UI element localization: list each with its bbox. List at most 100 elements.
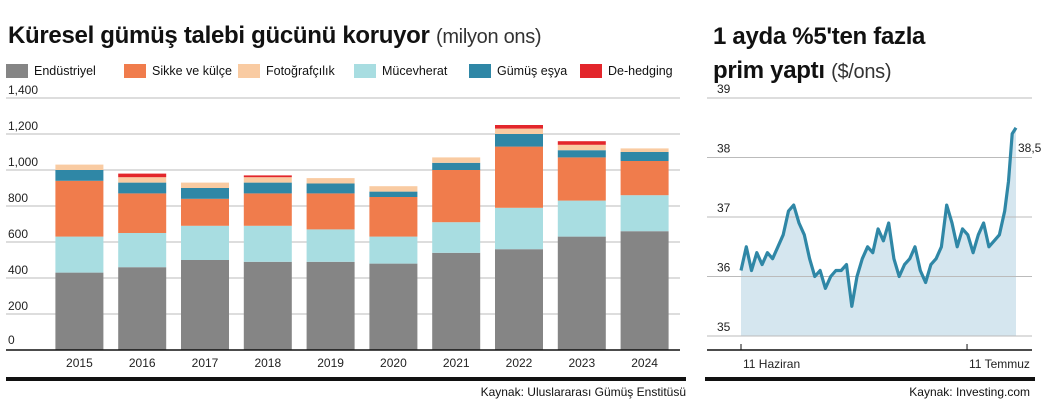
- bar-m-cevherat-2024: [620, 195, 669, 232]
- bar-m-cevherat-2021: [432, 222, 481, 253]
- bar-end-striyel-2015: [55, 272, 104, 350]
- x-tick-label: 2023: [568, 356, 595, 370]
- bar-g-m-e-ya-2022: [495, 134, 543, 147]
- x-tick-label: 2015: [66, 356, 93, 370]
- y-tick-label: 35: [717, 320, 731, 334]
- right-title-unit: ($/ons): [831, 61, 892, 83]
- bar-foto-raf-l-k-2023: [557, 144, 606, 151]
- x-tick-label: 11 Haziran: [743, 357, 800, 371]
- legend-label: Gümüş eşya: [497, 64, 568, 78]
- y-tick-label: 800: [8, 191, 28, 205]
- y-tick-label: 1,400: [8, 83, 38, 97]
- bar-g-m-e-ya-2016: [118, 182, 167, 194]
- bar-foto-raf-l-k-2020: [369, 186, 418, 192]
- bar-sikke-ve-k-l-e-2023: [557, 157, 606, 201]
- legend-swatch: [469, 64, 491, 78]
- legend-label: Fotoğrafçılık: [266, 64, 335, 78]
- bar-foto-raf-l-k-2016: [118, 177, 167, 183]
- legend-swatch: [354, 64, 376, 78]
- x-tick-label: 2021: [443, 356, 470, 370]
- bar-foto-raf-l-k-2015: [55, 164, 104, 170]
- left-bottom-rule: [6, 377, 686, 381]
- end-value-label: 38,5: [1018, 141, 1042, 155]
- bar-sikke-ve-k-l-e-2016: [118, 193, 167, 233]
- legend-item-sikke-ve-k-l-e: Sikke ve külçe: [124, 64, 232, 78]
- x-tick-label: 2018: [254, 356, 281, 370]
- bar-foto-raf-l-k-2021: [432, 157, 481, 163]
- legend-label: Endüstriyel: [34, 64, 96, 78]
- bar-g-m-e-ya-2018: [243, 182, 292, 194]
- legend-swatch: [124, 64, 146, 78]
- legend-item-foto-raf-l-k: Fotoğrafçılık: [238, 64, 335, 78]
- y-tick-label: 37: [717, 201, 731, 215]
- bar-foto-raf-l-k-2024: [620, 148, 669, 152]
- bar-g-m-e-ya-2015: [55, 170, 104, 181]
- bar-g-m-e-ya-2023: [557, 150, 606, 158]
- right-source: Kaynak: Investing.com: [909, 385, 1030, 399]
- bar-m-cevherat-2017: [181, 225, 229, 260]
- bar-foto-raf-l-k-2022: [495, 128, 543, 134]
- bar-foto-raf-l-k-2017: [181, 182, 229, 188]
- bar-g-m-e-ya-2021: [432, 162, 481, 170]
- bar-sikke-ve-k-l-e-2019: [306, 193, 355, 230]
- bar-sikke-ve-k-l-e-2018: [243, 193, 292, 226]
- bar-de-hedging-2023: [557, 141, 606, 145]
- bar-g-m-e-ya-2020: [369, 191, 418, 197]
- left-title-text: Küresel gümüş talebi gücünü koruyor: [8, 22, 430, 49]
- right-title-line1: 1 ayda %5'ten fazla: [713, 23, 926, 50]
- bar-sikke-ve-k-l-e-2017: [181, 198, 229, 226]
- bar-end-striyel-2019: [306, 261, 355, 350]
- legend-swatch: [238, 64, 260, 78]
- bar-g-m-e-ya-2024: [620, 152, 669, 161]
- x-tick-label: 2017: [192, 356, 219, 370]
- bar-end-striyel-2022: [495, 249, 543, 350]
- bar-m-cevherat-2023: [557, 200, 606, 237]
- legend-item-g-m-e-ya: Gümüş eşya: [469, 64, 567, 78]
- y-tick-label: 0: [8, 333, 15, 347]
- left-source: Kaynak: Uluslararası Gümüş Enstitüsü: [480, 385, 686, 399]
- y-tick-label: 400: [8, 263, 28, 277]
- y-tick-label: 600: [8, 227, 28, 241]
- x-tick-label: 2016: [129, 356, 156, 370]
- bar-end-striyel-2023: [557, 236, 606, 350]
- price-line: [739, 126, 1018, 308]
- bar-sikke-ve-k-l-e-2024: [620, 161, 669, 196]
- bar-m-cevherat-2015: [55, 236, 104, 273]
- bar-sikke-ve-k-l-e-2020: [369, 197, 418, 237]
- y-tick-label: 36: [717, 261, 731, 275]
- right-title-line2: prim yaptı: [713, 57, 825, 84]
- bar-m-cevherat-2018: [243, 225, 292, 262]
- bar-foto-raf-l-k-2019: [306, 178, 355, 184]
- x-tick-label: 11 Temmuz: [969, 357, 1030, 371]
- bar-chart: 0 200 400 600 800 1,000 1,200 1,400 2015 2016 2017…: [6, 83, 680, 370]
- bar-foto-raf-l-k-2018: [243, 177, 292, 183]
- legend-item-m-cevherat: Mücevherat: [354, 64, 447, 78]
- bar-end-striyel-2016: [118, 267, 167, 350]
- legend-label: Sikke ve külçe: [152, 64, 232, 78]
- bar-m-cevherat-2019: [306, 229, 355, 262]
- bar-de-hedging-2016: [118, 173, 167, 178]
- right-chart-title: 1 ayda %5'ten fazla prim yaptı ($/ons): [713, 20, 925, 89]
- bar-sikke-ve-k-l-e-2022: [495, 146, 543, 208]
- y-tick-label: 200: [8, 299, 28, 313]
- line-chart: 35 36 37 38 39 38,5 11 Haziran 11 Temmuz: [707, 82, 1042, 371]
- y-tick-label: 1,200: [8, 119, 38, 133]
- y-tick-label: 1,000: [8, 155, 38, 169]
- left-title-unit: (milyon ons): [435, 26, 542, 48]
- bar-m-cevherat-2022: [495, 207, 543, 250]
- bar-de-hedging-2018: [243, 175, 292, 178]
- bar-end-striyel-2020: [369, 263, 418, 350]
- legend-label: Mücevherat: [382, 64, 448, 78]
- bar-g-m-e-ya-2019: [306, 183, 355, 194]
- legend: Endüstriyel Sikke ve külçe Fotoğrafçılık Mü…: [6, 64, 696, 84]
- x-tick-label: 2022: [506, 356, 533, 370]
- legend-swatch: [6, 64, 28, 78]
- bar-end-striyel-2017: [181, 260, 229, 350]
- bar-g-m-e-ya-2017: [181, 188, 229, 199]
- bar-m-cevherat-2016: [118, 233, 167, 268]
- bar-de-hedging-2022: [495, 125, 543, 129]
- bar-end-striyel-2018: [243, 261, 292, 350]
- legend-item-end-striyel: Endüstriyel: [6, 64, 96, 78]
- legend-item-de-hedging: De-hedging: [580, 64, 673, 78]
